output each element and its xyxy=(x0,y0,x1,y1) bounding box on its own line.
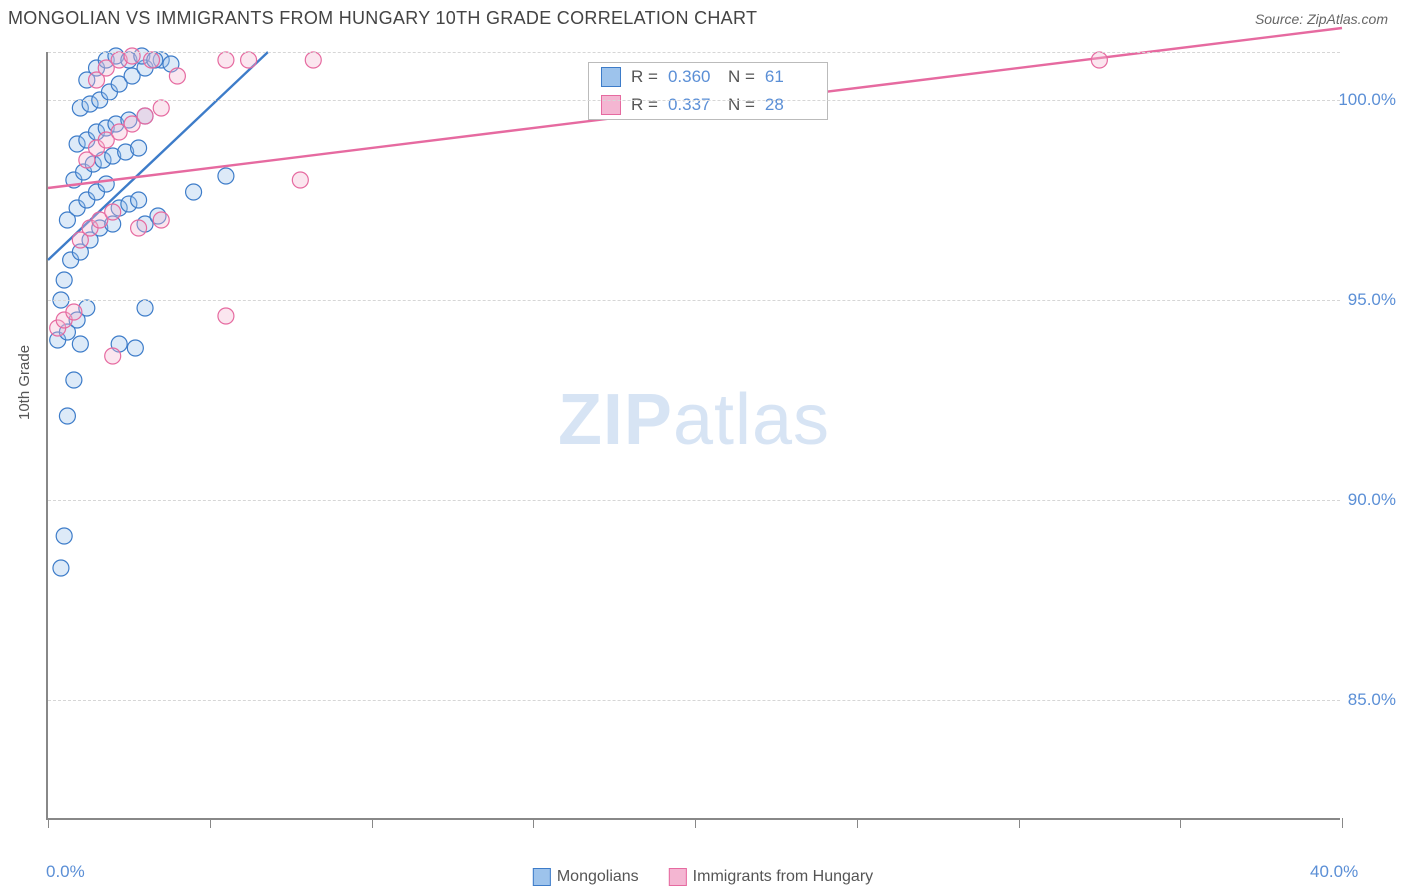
stat-r-value: 0.360 xyxy=(668,67,718,87)
y-axis-label: 10th Grade xyxy=(16,345,33,420)
data-point xyxy=(53,560,69,576)
x-tick xyxy=(1180,818,1181,828)
x-tick xyxy=(372,818,373,828)
data-point xyxy=(66,372,82,388)
legend-swatch-icon xyxy=(601,95,621,115)
stat-row: R = 0.337 N = 28 xyxy=(589,91,827,119)
stat-n-label: N = xyxy=(728,67,755,87)
data-point xyxy=(137,108,153,124)
gridline xyxy=(48,500,1340,501)
gridline xyxy=(48,300,1340,301)
legend-item: Immigrants from Hungary xyxy=(669,868,874,886)
legend-swatch-icon xyxy=(533,868,551,886)
gridline xyxy=(48,52,1340,53)
stat-r-label: R = xyxy=(631,95,658,115)
data-point xyxy=(72,336,88,352)
stat-n-value: 28 xyxy=(765,95,815,115)
data-point xyxy=(305,52,321,68)
legend-swatch-icon xyxy=(601,67,621,87)
legend-label: Mongolians xyxy=(557,868,639,885)
data-point xyxy=(186,184,202,200)
legend: Mongolians Immigrants from Hungary xyxy=(533,868,873,886)
data-point xyxy=(131,192,147,208)
legend-swatch-icon xyxy=(669,868,687,886)
x-tick xyxy=(210,818,211,828)
data-point xyxy=(124,48,140,64)
x-tick xyxy=(533,818,534,828)
data-point xyxy=(131,220,147,236)
legend-item: Mongolians xyxy=(533,868,639,886)
y-tick-label: 85.0% xyxy=(1348,690,1396,710)
y-tick-label: 100.0% xyxy=(1338,90,1396,110)
data-point xyxy=(56,272,72,288)
data-point xyxy=(105,348,121,364)
x-tick xyxy=(48,818,49,828)
gridline xyxy=(48,700,1340,701)
data-point xyxy=(241,52,257,68)
data-point xyxy=(131,140,147,156)
data-point xyxy=(66,304,82,320)
data-point xyxy=(144,52,160,68)
data-point xyxy=(56,528,72,544)
data-point xyxy=(169,68,185,84)
stat-n-value: 61 xyxy=(765,67,815,87)
data-point xyxy=(153,100,169,116)
chart-title: MONGOLIAN VS IMMIGRANTS FROM HUNGARY 10T… xyxy=(8,8,757,29)
data-point xyxy=(127,340,143,356)
stat-r-value: 0.337 xyxy=(668,95,718,115)
scatter-plot-svg xyxy=(48,52,1340,818)
y-tick-label: 95.0% xyxy=(1348,290,1396,310)
correlation-stat-box: R = 0.360 N = 61 R = 0.337 N = 28 xyxy=(588,62,828,120)
stat-row: R = 0.360 N = 61 xyxy=(589,63,827,91)
data-point xyxy=(59,408,75,424)
data-point xyxy=(137,300,153,316)
x-tick-label: 0.0% xyxy=(46,862,85,882)
source-attribution: Source: ZipAtlas.com xyxy=(1255,11,1388,27)
legend-label: Immigrants from Hungary xyxy=(693,868,874,885)
gridline xyxy=(48,100,1340,101)
data-point xyxy=(98,176,114,192)
data-point xyxy=(153,212,169,228)
data-point xyxy=(292,172,308,188)
x-tick xyxy=(857,818,858,828)
data-point xyxy=(105,204,121,220)
data-point xyxy=(1091,52,1107,68)
data-point xyxy=(218,52,234,68)
stat-n-label: N = xyxy=(728,95,755,115)
x-tick xyxy=(1342,818,1343,828)
x-tick xyxy=(695,818,696,828)
x-tick xyxy=(1019,818,1020,828)
stat-r-label: R = xyxy=(631,67,658,87)
data-point xyxy=(218,168,234,184)
chart-plot-area: ZIPatlas R =0.360N =61R =0.337N =28 xyxy=(46,52,1340,820)
data-point xyxy=(218,308,234,324)
y-tick-label: 90.0% xyxy=(1348,490,1396,510)
x-tick-label: 40.0% xyxy=(1310,862,1358,882)
